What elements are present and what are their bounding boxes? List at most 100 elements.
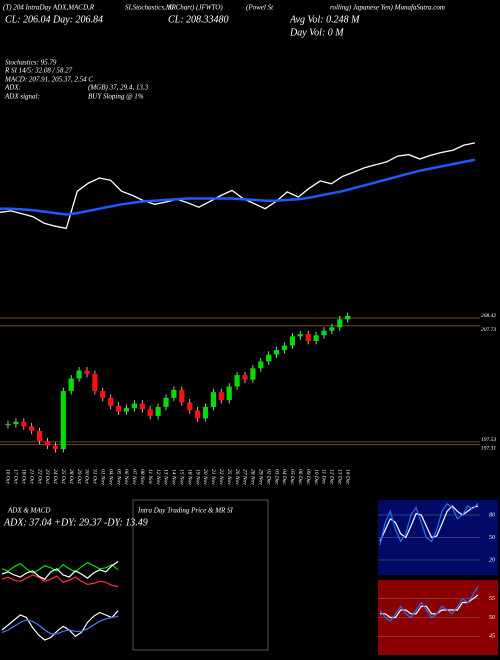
x-tick-label: 17 Oct	[13, 469, 19, 484]
x-tick-label: 05 Nov	[115, 469, 121, 485]
x-tick-label: 16 Oct	[5, 469, 11, 484]
candle-body	[163, 397, 169, 407]
indicator-line	[1, 561, 119, 574]
x-tick-label: 28 Nov	[250, 469, 256, 485]
level-label: 207.73	[481, 327, 496, 333]
candle-body	[289, 336, 295, 346]
candle-body	[187, 402, 193, 411]
x-tick-label: 05 Dec	[289, 469, 295, 485]
x-tick-label: 07 Nov	[131, 469, 137, 485]
indicator-line	[380, 594, 479, 619]
x-tick-label: 25 Nov	[226, 469, 232, 485]
candle-body	[52, 445, 58, 450]
candle-body	[84, 370, 90, 374]
candle-body	[329, 327, 335, 331]
candle-body	[266, 354, 272, 362]
indicator-line	[1, 561, 119, 580]
candle-body	[258, 361, 264, 369]
x-tick-label: 02 Dec	[265, 469, 271, 485]
x-tick-label: 20 Nov	[202, 469, 208, 485]
price-line	[0, 142, 476, 230]
candle-body	[281, 345, 288, 351]
header-text: SI Chart) (JFWTO)	[168, 4, 223, 12]
x-tick-label: 22 Nov	[218, 469, 224, 485]
header-text: (T) 204 IntraDay ADX,MACD,R	[3, 4, 95, 12]
x-tick-label: 09 Dec	[305, 469, 311, 485]
indicator-line	[1, 610, 119, 641]
candle-body	[171, 389, 177, 398]
x-tick-label: 16 Dec	[344, 469, 350, 485]
y-tick-label: 50	[489, 615, 495, 621]
candle-body	[123, 408, 130, 412]
x-tick-label: 04 Nov	[107, 469, 114, 485]
level-label: 197.31	[481, 446, 496, 452]
indicator-line	[379, 505, 479, 542]
header-text: (Powel St	[246, 4, 274, 12]
x-tick-label: 30 Oct	[84, 468, 90, 484]
candle-body	[60, 391, 66, 450]
y-tick-label: 20	[489, 557, 495, 563]
panel-subtitle: ADX: 37.04 +DY: 29.37 -DY: 13.49	[3, 517, 148, 528]
x-tick-label: 06 Nov	[123, 469, 129, 485]
header-text: Day Vol: 0 M	[289, 27, 344, 38]
header-text: SI,Stochastics,MR	[125, 4, 177, 12]
x-tick-label: 04 Dec	[281, 469, 288, 485]
x-tick-label: 13 Dec	[337, 469, 343, 485]
indicator-line	[379, 586, 479, 623]
candle-body	[5, 424, 11, 426]
intraday-box	[132, 499, 269, 651]
header-text: Avg Vol: 0.248 M	[289, 14, 360, 25]
x-tick-label: 28 Oct	[68, 469, 74, 484]
x-tick-label: 13 Nov	[163, 469, 169, 485]
y-tick-label: 55	[489, 596, 495, 602]
candle-body	[68, 378, 74, 392]
candle-body	[313, 335, 319, 341]
price-line	[0, 158, 476, 216]
x-tick-label: 22 Oct	[36, 469, 42, 484]
x-tick-label: 31 Oct	[92, 468, 98, 484]
panel-title: ADX & MACD	[7, 507, 50, 515]
candle-body	[92, 373, 98, 392]
header-text: BUY Sloping @ 1%	[88, 93, 144, 101]
x-tick-label: 01 Nov	[100, 469, 106, 485]
y-tick-label: 50	[489, 535, 495, 541]
x-tick-label: 29 Nov	[258, 469, 264, 485]
panel-title: Intra Day Trading Price & MR SI	[137, 507, 234, 515]
x-tick-label: 19 Nov	[194, 469, 200, 485]
x-tick-label: 10 Dec	[313, 469, 319, 485]
candle-body	[29, 426, 35, 431]
x-tick-label: 12 Nov	[155, 469, 161, 485]
candle-body	[195, 410, 201, 419]
candle-body	[218, 392, 224, 401]
candle-body	[116, 405, 122, 412]
x-tick-label: 24 Oct	[52, 469, 59, 484]
candle-body	[108, 397, 114, 406]
x-tick-label: 15 Nov	[179, 469, 185, 485]
indicator-line	[379, 502, 479, 546]
x-tick-label: 14 Nov	[171, 469, 178, 485]
x-tick-label: 27 Nov	[242, 469, 248, 485]
candle-body	[76, 370, 82, 379]
header-text: Stochastics: 95.79	[5, 59, 57, 67]
x-tick-label: 18 Oct	[21, 469, 27, 484]
candle-body	[274, 350, 280, 355]
level-label: 197.53	[481, 437, 496, 443]
candle-body	[139, 403, 145, 410]
x-tick-label: 21 Nov	[210, 469, 216, 485]
header-text: MACD: 207.91, 205.37, 2.54 C	[4, 76, 93, 84]
candle-body	[100, 391, 106, 398]
candle-body	[345, 315, 351, 320]
candle-body	[37, 430, 43, 442]
candle-body	[305, 334, 311, 341]
x-tick-label: 18 Nov	[186, 469, 192, 485]
candle-body	[147, 409, 153, 417]
y-tick-label: 45	[489, 633, 495, 640]
candle-body	[155, 406, 161, 417]
indicator-line	[1, 574, 119, 588]
candle-body	[234, 375, 240, 387]
candle-body	[179, 389, 185, 403]
header-text: (MGB) 37, 29.4, 13.3	[88, 84, 149, 92]
x-tick-label: 29 Oct	[76, 469, 82, 484]
header-text: rolling) Japanese Yen) MunafaSutra.com	[330, 4, 445, 12]
